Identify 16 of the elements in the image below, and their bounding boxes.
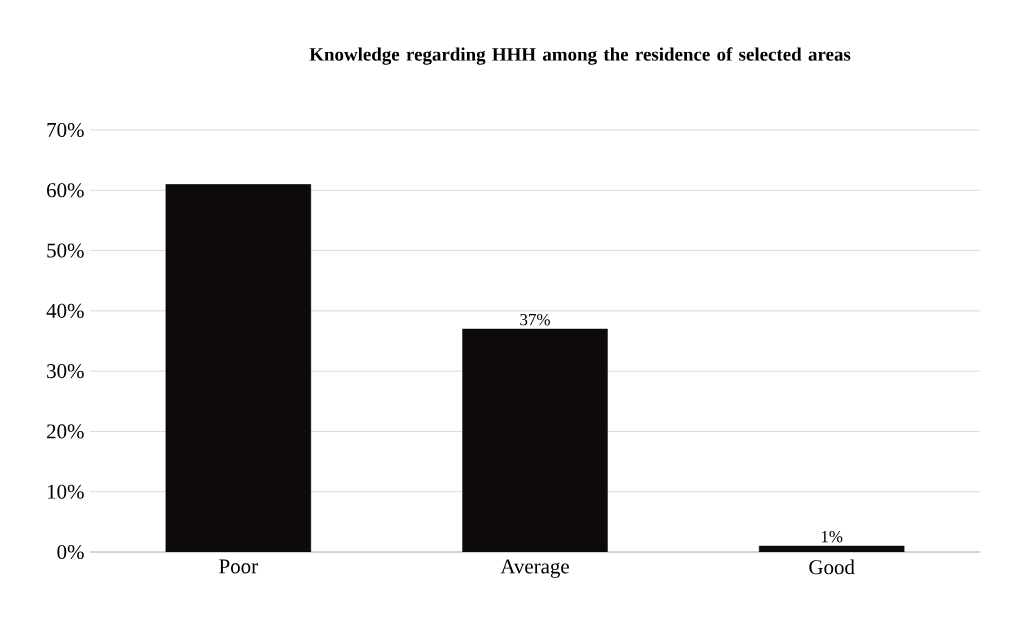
bar — [165, 184, 312, 552]
y-tick-label: 0% — [57, 544, 84, 560]
x-tick-label: Average — [500, 559, 569, 578]
x-tick-label: Poor — [219, 559, 258, 574]
data-label: 37% — [520, 313, 550, 326]
x-tick-label: Good — [809, 559, 855, 575]
data-label: 1% — [821, 530, 843, 543]
y-tick-label: 70% — [47, 122, 84, 138]
chart-title: Knowledge regarding HHH among the residence of selected areas — [309, 47, 851, 65]
bar — [462, 328, 608, 552]
y-tick-label: 10% — [47, 484, 84, 499]
y-tick-label: 60% — [47, 183, 84, 198]
y-tick-label: 40% — [46, 303, 84, 318]
y-tick-label: 20% — [47, 424, 84, 439]
y-tick-label: 50% — [47, 243, 84, 258]
y-tick-label: 30% — [47, 364, 84, 379]
